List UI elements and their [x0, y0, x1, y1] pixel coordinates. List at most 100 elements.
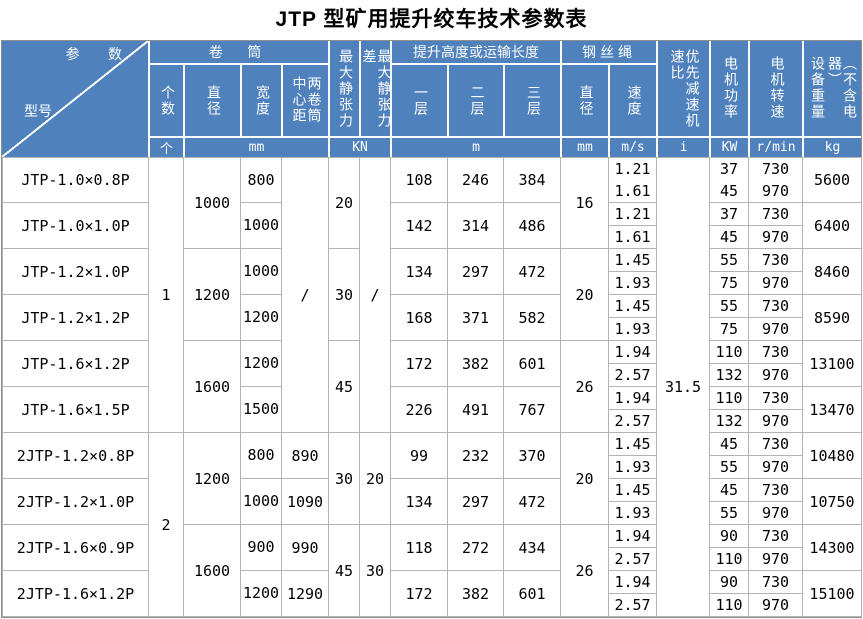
cell-layer1: 118 — [390, 524, 448, 571]
cell-model: JTP-1.0×1.0P — [2, 202, 149, 249]
cell-model: 2JTP-1.2×0.8P — [2, 432, 149, 479]
col-drum-width: 宽度 — [242, 65, 281, 136]
cell-speed: 1.94 — [608, 524, 657, 548]
cell-layer3: 472 — [503, 248, 561, 295]
table-row: 2JTP-1.6×0.9P 1600 900 990 45 30 118 272… — [2, 524, 862, 617]
cell-power: 55 — [709, 455, 749, 479]
cell-drum-width: 1200 — [240, 340, 282, 387]
cell-layer3: 384 — [503, 157, 561, 203]
cell-layer1: 172 — [390, 570, 448, 617]
cell-drum-count: 1 — [148, 157, 184, 433]
cell-model: JTP-1.6×1.2P — [2, 340, 149, 387]
group-lift-height: 提升高度或运输长度 — [392, 41, 560, 63]
cell-power: 55 — [709, 294, 749, 318]
unit-i: i — [658, 138, 709, 157]
table-row: 1.61 45 970 — [3, 225, 862, 249]
cell-power: 110 — [709, 386, 749, 410]
cell-power: 55 — [709, 248, 749, 272]
cell-center-distance: 1090 — [281, 478, 329, 525]
cell-weight: 6400 — [802, 202, 862, 249]
unit-kw: KW — [711, 138, 748, 157]
cell-layer1: 168 — [390, 294, 448, 341]
cell-rpm: 730 — [748, 248, 803, 272]
cell-speed: 2.57 — [608, 547, 657, 571]
cell-drum-diameter: 1600 — [183, 340, 241, 433]
cell-rpm: 730 — [748, 570, 803, 594]
col-max-static-tension-diff: 最大静张力差 — [361, 41, 390, 136]
cell-tension: 30 — [328, 248, 360, 341]
table-header: 参 数 型号 卷 筒 最大静张力 最大静张力差 提升高度或运输长度 钢丝绳 优先… — [2, 41, 861, 157]
cell-rpm: 970 — [748, 271, 803, 295]
unit-count: 个 — [150, 138, 183, 157]
col-drum-count: 个数 — [150, 65, 183, 136]
cell-rope-diameter: 26 — [560, 340, 609, 433]
cell-drum-diameter: 1200 — [183, 432, 241, 525]
cell-rpm: 730 — [748, 478, 803, 502]
cell-weight: 13100 — [802, 340, 862, 387]
unit-ms: m/s — [610, 138, 656, 157]
cell-power: 45 — [709, 225, 749, 249]
col-layer-3: 三层 — [505, 65, 560, 136]
cell-layer2: 371 — [447, 294, 504, 341]
cell-model: JTP-1.2×1.2P — [2, 294, 149, 341]
corner-model-label: 型号 — [24, 104, 52, 120]
cell-rpm: 730 970 — [748, 157, 803, 203]
cell-layer2: 382 — [447, 570, 504, 617]
table-row: 2.57 132 970 — [3, 409, 862, 433]
cell-speed: 1.45 — [608, 432, 657, 456]
cell-rpm: 730 — [748, 524, 803, 548]
cell-drum-width: 1000 — [240, 202, 282, 249]
cell-tension-diff: / — [359, 157, 391, 433]
table-row: 2JTP-1.2×0.8P 2 1200 800 890 30 20 99 23… — [2, 432, 862, 617]
cell-drum-diameter: 1200 — [183, 248, 241, 341]
cell-layer2: 382 — [447, 340, 504, 387]
cell-drum-diameter: 1000 — [183, 157, 241, 249]
cell-center-distance: 1290 — [281, 570, 329, 617]
cell-tension: 45 — [328, 340, 360, 433]
table-row: JTP-1.2×1.0P 1200 1000 30 134 297 472 20… — [2, 248, 862, 341]
cell-power: 45 — [709, 478, 749, 502]
col-drum-diameter: 直径 — [185, 65, 240, 136]
table-row: 1.93 55 970 — [3, 501, 862, 525]
cell-power: 37 45 — [709, 157, 749, 203]
cell-layer3: 767 — [503, 386, 561, 433]
table-row: 1.93 75 970 — [3, 271, 862, 295]
cell-power: 90 — [709, 524, 749, 548]
cell-rope-diameter: 20 — [560, 432, 609, 525]
cell-power: 110 — [709, 340, 749, 364]
group-wire-rope: 钢丝绳 — [562, 41, 656, 63]
cell-power: 55 — [709, 501, 749, 525]
table-row: JTP-1.2×1.2P 1200 168 371 582 1.45 55 73… — [2, 294, 862, 341]
cell-model: JTP-1.0×0.8P — [2, 157, 149, 203]
parameters-table: 参 数 型号 卷 筒 最大静张力 最大静张力差 提升高度或运输长度 钢丝绳 优先… — [1, 40, 862, 618]
cell-speed: 2.57 — [608, 409, 657, 433]
cell-layer3: 486 — [503, 202, 561, 249]
weight-note-label: （不含电器） — [826, 55, 857, 120]
cell-rpm: 730 — [748, 386, 803, 410]
cell-power: 37 — [709, 202, 749, 226]
cell-center-distance: 990 — [281, 524, 329, 571]
cell-tension-diff: 30 — [359, 524, 391, 617]
table-body: JTP-1.0×0.8P 1 1000 800 / 20 / 108 246 3… — [2, 157, 862, 617]
cell-weight: 8590 — [802, 294, 862, 341]
table-row: 2JTP-1.2×1.0P 1000 1090 134 297 472 1.45… — [2, 478, 862, 525]
cell-rpm: 970 — [748, 455, 803, 479]
corner-param-label: 参 数 — [65, 47, 132, 63]
cell-weight: 15100 — [802, 570, 862, 617]
cell-drum-width: 800 — [240, 157, 282, 203]
table-row: JTP-1.0×1.0P 1000 142 314 486 1.21 37 73… — [2, 202, 862, 249]
cell-drum-diameter: 1600 — [183, 524, 241, 617]
table-row: 1.93 75 970 — [3, 317, 862, 341]
col-rope-speed: 速度 — [610, 65, 656, 136]
cell-layer2: 314 — [447, 202, 504, 249]
page-title: JTP 型矿用提升绞车技术参数表 — [275, 8, 588, 31]
cell-drum-width: 1200 — [240, 294, 282, 341]
cell-layer1: 142 — [390, 202, 448, 249]
cell-layer2: 297 — [447, 248, 504, 295]
cell-layer1: 226 — [390, 386, 448, 433]
cell-model: 2JTP-1.6×0.9P — [2, 524, 149, 571]
unit-rope-mm: mm — [562, 138, 608, 157]
cell-reducer-ratio: 31.5 — [656, 157, 710, 617]
cell-speed: 1.93 — [608, 271, 657, 295]
